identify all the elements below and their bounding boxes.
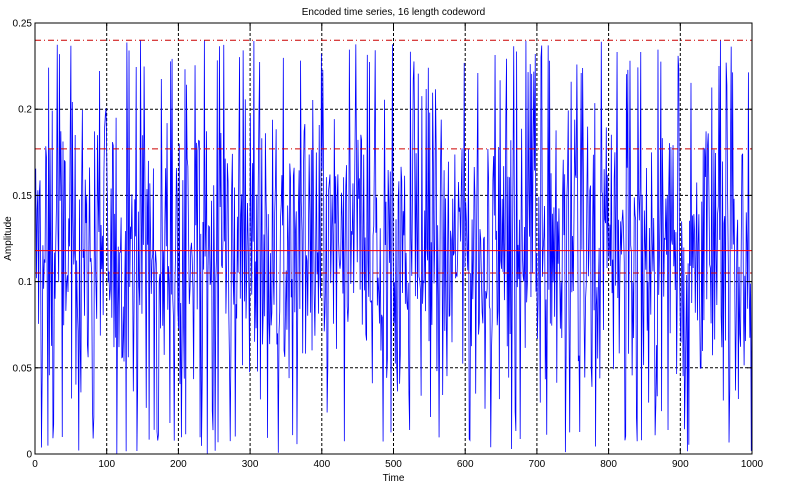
y-tick-label: 0.15 [13,191,33,202]
x-tick-label: 0 [32,459,38,470]
x-tick-label: 400 [313,459,330,470]
x-tick-label: 700 [529,459,546,470]
x-tick-label: 900 [672,459,689,470]
series-line [34,40,753,455]
y-tick-label: 0.25 [13,19,33,30]
y-tick-label: 0.1 [18,277,32,288]
x-tick-label: 800 [600,459,617,470]
y-tick-label: 0 [26,450,32,461]
x-tick-label: 200 [170,459,187,470]
x-tick-label: 500 [385,459,402,470]
series-layer [34,40,753,455]
reference-lines [35,39,752,274]
y-tick-label: 0.2 [18,105,32,116]
x-axis-title: Time [383,473,405,484]
x-tick-label: 600 [457,459,474,470]
y-axis-title: Amplitude [3,216,14,261]
chart-title: Encoded time series, 16 length codeword [302,7,485,18]
ticks: 0 100 200 300 400 500 600 700 800 900 1000 0 0.05 0.1… [13,19,764,471]
y-tick-label: 0.05 [13,363,33,374]
x-tick-label: 1000 [741,459,764,470]
x-tick-label: 100 [98,459,115,470]
x-tick-label: 300 [242,459,259,470]
